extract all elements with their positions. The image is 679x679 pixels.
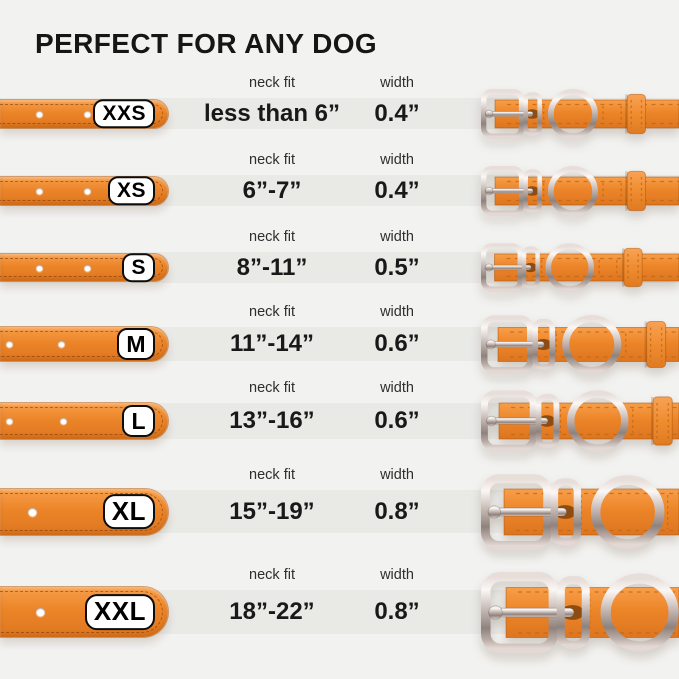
collar-buckle-image (478, 161, 679, 221)
metal-keeper-icon (523, 91, 542, 136)
width-column-label: width (380, 467, 414, 483)
strap-stitching (0, 591, 163, 633)
collar-buckle-image (478, 310, 679, 379)
size-badge: XXL (84, 594, 155, 630)
width-value: 0.5” (374, 254, 420, 281)
neck-fit-value: 18”-22” (229, 598, 315, 625)
d-ring-icon (547, 165, 598, 216)
leather-keeper (621, 247, 643, 288)
d-ring-icon (600, 572, 679, 652)
size-badge: XXS (93, 98, 155, 129)
metal-keeper-icon (535, 393, 560, 449)
width-value: 0.8” (374, 498, 420, 525)
d-ring-icon (567, 390, 629, 452)
collar-strap-image: XS (0, 175, 168, 206)
page-title: PERFECT FOR ANY DOG (35, 28, 378, 59)
strap-hole (6, 340, 13, 348)
collar-buckle-image (478, 84, 679, 144)
width-value: 0.6” (374, 330, 420, 357)
buckle-prong-icon (485, 338, 545, 349)
width-column-label: width (380, 75, 414, 91)
metal-keeper-icon (550, 477, 582, 546)
width-column-label: width (380, 380, 414, 396)
strap-hole (36, 187, 43, 194)
strap-hole (84, 187, 91, 194)
strap-stitching (0, 492, 163, 531)
width-value: 0.4” (374, 177, 420, 204)
size-badge: XL (102, 493, 155, 530)
strap-stitching (0, 103, 163, 124)
collar-strap-image: L (0, 403, 168, 439)
collar-strap-image: XL (0, 488, 168, 535)
leather-keeper (625, 93, 646, 134)
size-badge: L (122, 404, 155, 438)
width-value: 0.8” (374, 598, 420, 625)
neck-fit-column-label: neck fit (249, 75, 295, 91)
strap-hole (60, 417, 67, 425)
strap-hole (58, 340, 65, 348)
buckle-prong-icon (487, 504, 567, 519)
strap-hole (36, 110, 43, 117)
collar-strap-image: XXS (0, 98, 168, 129)
collar-buckle-image (478, 470, 679, 554)
neck-fit-value: 8”-11” (236, 254, 308, 281)
neck-fit-value: 13”-16” (229, 407, 315, 434)
collar-strap-image: M (0, 327, 168, 361)
d-ring-icon (562, 314, 622, 374)
leather-keeper (651, 396, 673, 446)
strap-hole (28, 507, 37, 516)
strap-hole (36, 607, 45, 617)
neck-fit-column-label: neck fit (249, 380, 295, 396)
neck-fit-column-label: neck fit (249, 304, 295, 320)
collar-buckle-image (478, 568, 679, 657)
width-value: 0.6” (374, 407, 420, 434)
buckle-prong-icon (486, 415, 549, 427)
d-ring-icon (545, 243, 595, 292)
width-value: 0.4” (374, 100, 420, 127)
strap-hole (84, 264, 91, 271)
neck-fit-column-label: neck fit (249, 152, 295, 168)
strap-hole (6, 417, 13, 425)
neck-fit-value: 6”-7” (242, 177, 302, 204)
strap-stitching (0, 331, 163, 357)
buckle-prong-icon (484, 109, 534, 118)
strap-stitching (0, 258, 163, 277)
d-ring-icon (547, 88, 598, 139)
width-column-label: width (380, 229, 414, 245)
width-column-label: width (380, 567, 414, 583)
neck-fit-value: 15”-19” (229, 498, 315, 525)
metal-keeper-icon (556, 575, 590, 649)
d-ring-icon (590, 474, 665, 549)
neck-fit-column-label: neck fit (249, 467, 295, 483)
neck-fit-value: 11”-14” (229, 330, 315, 357)
metal-keeper-icon (523, 168, 542, 213)
width-column-label: width (380, 152, 414, 168)
buckle-prong-icon (484, 186, 534, 195)
strap-stitching (0, 180, 163, 201)
neck-fit-column-label: neck fit (249, 567, 295, 583)
size-badge: M (117, 327, 155, 361)
width-column-label: width (380, 304, 414, 320)
metal-keeper-icon (521, 246, 540, 289)
buckle-prong-icon (488, 604, 575, 620)
leather-keeper (625, 170, 646, 211)
strap-hole (84, 110, 91, 117)
neck-fit-column-label: neck fit (249, 229, 295, 245)
collar-strap-image: XXL (0, 587, 168, 637)
strap-stitching (0, 407, 163, 435)
leather-keeper (644, 320, 667, 368)
buckle-prong-icon (484, 263, 532, 272)
size-badge: S (122, 252, 155, 283)
collar-buckle-image (478, 385, 679, 457)
collar-strap-image: S (0, 252, 168, 283)
metal-keeper-icon (532, 318, 555, 370)
strap-hole (36, 264, 43, 271)
neck-fit-value: less than 6” (203, 100, 341, 127)
size-badge: XS (107, 175, 155, 206)
collar-buckle-image (478, 238, 679, 297)
